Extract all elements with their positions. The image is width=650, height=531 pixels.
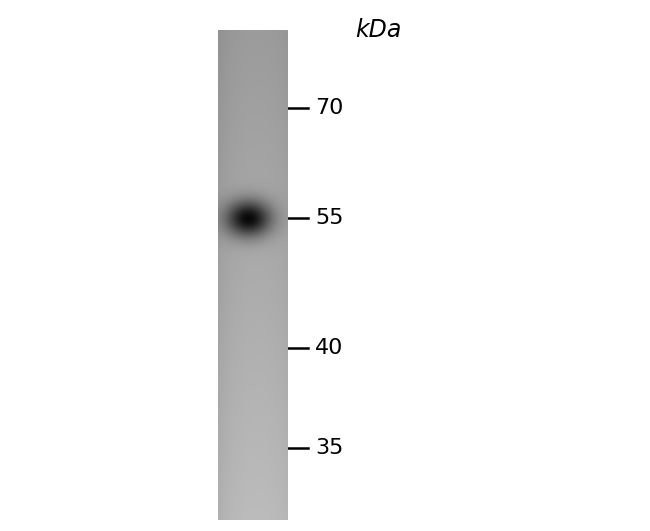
Text: 70: 70 <box>315 98 343 118</box>
Text: 35: 35 <box>315 438 343 458</box>
Text: kDa: kDa <box>355 18 402 42</box>
Text: 40: 40 <box>315 338 343 358</box>
Text: 55: 55 <box>315 208 343 228</box>
